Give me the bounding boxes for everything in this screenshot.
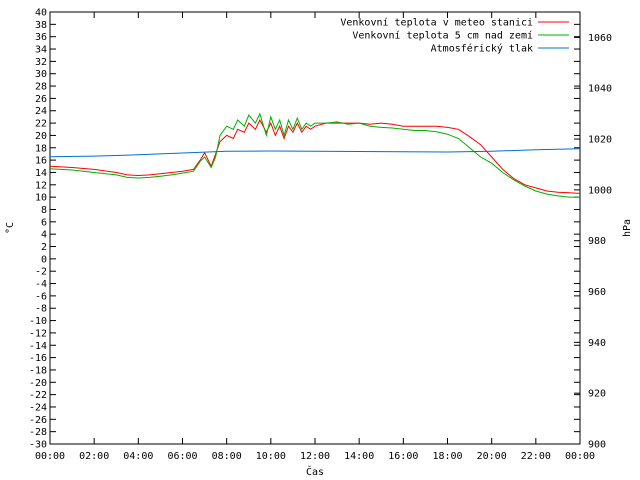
left-tick-label: 40 bbox=[35, 8, 47, 19]
left-tick-label: -4 bbox=[35, 279, 47, 290]
right-tick-label: 900 bbox=[588, 440, 606, 451]
legend-label-1: Venkovní teplota 5 cm nad zemí bbox=[352, 30, 533, 42]
x-tick-label: 12:00 bbox=[300, 451, 330, 462]
series-lines bbox=[49, 112, 581, 198]
x-tick-label: 20:00 bbox=[477, 451, 507, 462]
left-tick-label: -2 bbox=[35, 267, 47, 278]
left-tick-label: -14 bbox=[29, 341, 47, 352]
left-tick-label: -30 bbox=[29, 440, 47, 451]
x-axis-label: Čas bbox=[306, 465, 324, 478]
x-tick-label: 06:00 bbox=[167, 451, 197, 462]
left-tick-label: -16 bbox=[29, 353, 47, 364]
left-tick-label: 18 bbox=[35, 143, 47, 154]
left-tick-label: 16 bbox=[35, 156, 47, 167]
left-tick-label: -22 bbox=[29, 390, 47, 401]
left-tick-label: 28 bbox=[35, 82, 47, 93]
right-tick-label: 980 bbox=[588, 236, 606, 247]
legend-label-2: Atmosférický tlak bbox=[431, 43, 533, 55]
left-tick-label: 0 bbox=[41, 254, 47, 265]
left-tick-label: 36 bbox=[35, 32, 47, 43]
left-tick-label: -6 bbox=[35, 291, 47, 302]
left-tick-label: 38 bbox=[35, 20, 47, 31]
left-tick-label: 2 bbox=[41, 242, 47, 253]
right-tick-label: 940 bbox=[588, 338, 606, 349]
left-tick-label: 20 bbox=[35, 131, 47, 142]
left-tick-label: 12 bbox=[35, 180, 47, 191]
left-tick-label: -26 bbox=[29, 415, 47, 426]
left-tick-label: -12 bbox=[29, 328, 47, 339]
left-tick-label: 34 bbox=[35, 45, 47, 56]
y2-axis-label: hPa bbox=[622, 219, 633, 237]
series-line-1 bbox=[49, 112, 580, 198]
left-tick-label: 30 bbox=[35, 69, 47, 80]
x-tick-label: 08:00 bbox=[212, 451, 242, 462]
left-tick-label: -8 bbox=[35, 304, 47, 315]
x-tick-label: 00:00 bbox=[35, 451, 65, 462]
right-tick-label: 1020 bbox=[588, 135, 612, 146]
right-tick-label: 1000 bbox=[588, 185, 612, 196]
right-tick-label: 1060 bbox=[588, 33, 612, 44]
x-tick-label: 00:00 bbox=[565, 451, 595, 462]
left-tick-label: 14 bbox=[35, 168, 47, 179]
x-axis: 00:00 02:00 04:00 06:00 08:00 10:00 12:00 14:00… bbox=[35, 12, 595, 462]
left-tick-label: -18 bbox=[29, 365, 47, 376]
x-tick-label: 16:00 bbox=[388, 451, 418, 462]
left-tick-label: -24 bbox=[29, 402, 47, 413]
x-tick-label: 14:00 bbox=[344, 451, 374, 462]
right-tick-label: 920 bbox=[588, 389, 606, 400]
left-tick-label: 32 bbox=[35, 57, 47, 68]
left-tick-label: -28 bbox=[29, 427, 47, 438]
x-tick-label: 22:00 bbox=[521, 451, 551, 462]
right-axis: 1060 1040 1020 1000 980 960 940 920 900 bbox=[574, 33, 612, 451]
left-tick-label: 4 bbox=[41, 230, 47, 241]
left-tick-label: 22 bbox=[35, 119, 47, 130]
series-line-0 bbox=[49, 118, 581, 194]
left-tick-label: 10 bbox=[35, 193, 47, 204]
legend-label-0: Venkovní teplota v meteo stanici bbox=[340, 17, 533, 29]
left-tick-label: 26 bbox=[35, 94, 47, 105]
left-tick-label: -10 bbox=[29, 316, 47, 327]
x-tick-label: 04:00 bbox=[123, 451, 153, 462]
left-tick-label: 24 bbox=[35, 106, 47, 117]
series-line-2 bbox=[49, 148, 581, 158]
right-tick-label: 1040 bbox=[588, 84, 612, 95]
legend: Venkovní teplota v meteo staniciVenkovní… bbox=[340, 17, 569, 55]
left-tick-label: 8 bbox=[41, 205, 47, 216]
y-axis-label: °C bbox=[5, 222, 16, 234]
x-tick-label: 02:00 bbox=[79, 451, 109, 462]
left-axis: 4038363432302826242220181614121086420-2-… bbox=[29, 8, 580, 451]
left-tick-label: -20 bbox=[29, 378, 47, 389]
right-tick-label: 960 bbox=[588, 287, 606, 298]
left-tick-label: 6 bbox=[41, 217, 47, 228]
x-tick-label: 10:00 bbox=[256, 451, 286, 462]
x-tick-label: 18:00 bbox=[432, 451, 462, 462]
